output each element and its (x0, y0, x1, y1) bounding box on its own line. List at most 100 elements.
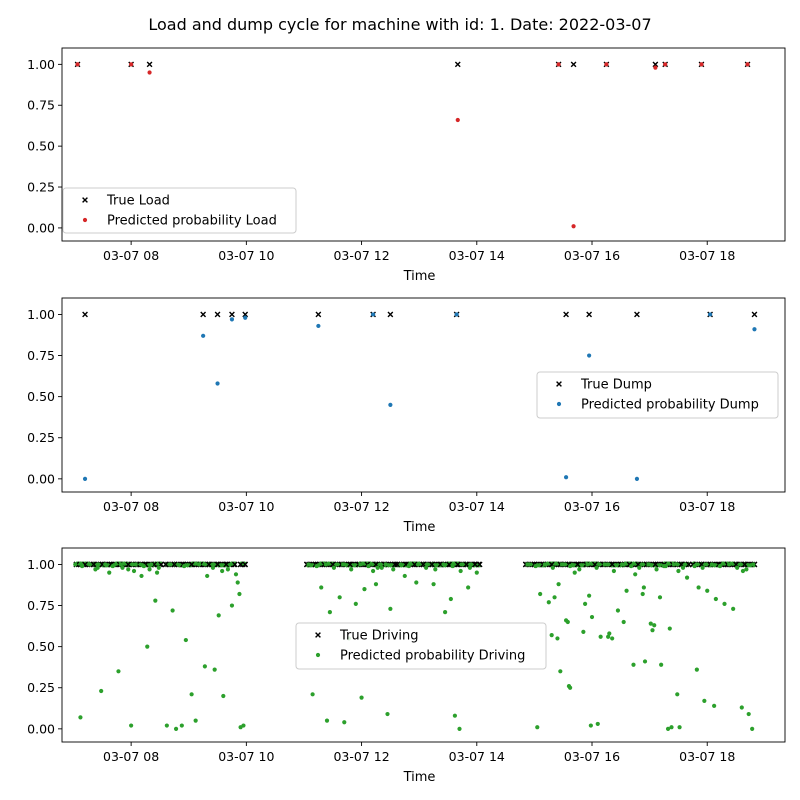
legend-box (536, 371, 779, 419)
predicted-probability-driving-point (349, 567, 354, 572)
true-driving-point (476, 561, 483, 568)
predicted-probability-driving-point (669, 725, 674, 730)
predicted-probability-driving-point (458, 568, 463, 574)
predicted-probability-dump-point (587, 353, 592, 358)
true-driving-point (574, 561, 581, 568)
predicted-probability-driving-point (680, 565, 686, 570)
predicted-probability-driving-point (133, 562, 138, 567)
predicted-probability-driving-point (179, 723, 184, 728)
predicted-probability-dump-point (388, 402, 393, 407)
legend-marker (315, 652, 321, 658)
predicted-probability-driving-point (358, 562, 363, 567)
predicted-probability-driving-point (131, 568, 137, 574)
predicted-probability-driving-point (391, 567, 396, 572)
predicted-probability-driving-point (713, 596, 718, 602)
true-dump-point (214, 311, 221, 318)
true-driving-point (206, 561, 212, 568)
plot-area (74, 61, 751, 229)
true-dump-point (82, 311, 88, 318)
predicted-probability-driving-point (156, 565, 161, 570)
predicted-probability-driving-point (700, 565, 705, 570)
predicted-probability-driving-point (582, 601, 588, 606)
x-tick-label: 03-07 14 (449, 749, 505, 764)
predicted-probability-driving-point (652, 623, 657, 628)
predicted-probability-driving-point (99, 688, 104, 694)
legend-marker (82, 197, 88, 203)
predicted-probability-driving-point (107, 570, 112, 575)
predicted-probability-driving-point (388, 606, 393, 611)
predicted-probability-driving-point (398, 562, 403, 567)
predicted-probability-dump-point (316, 323, 321, 329)
y-tick-label: 0.25 (27, 180, 55, 195)
predicted-probability-dump-point (752, 327, 757, 332)
predicted-probability-driving-point (740, 568, 746, 574)
x-tick-label: 03-07 18 (679, 248, 735, 263)
predicted-probability-driving-point (595, 721, 600, 727)
x-axis-label: Time (403, 770, 436, 785)
predicted-probability-driving-point (118, 562, 123, 567)
legend-marker (556, 381, 562, 387)
predicted-probability-driving-point (375, 565, 380, 570)
predicted-probability-driving-point (116, 669, 121, 674)
predicted-probability-driving-point (611, 568, 616, 574)
y-tick-label: 0.50 (27, 389, 55, 404)
predicted-probability-driving-point (154, 570, 160, 575)
legend: True Driving Predicted probability Drivin… (295, 622, 547, 670)
plot-area (73, 561, 758, 731)
legend: True Dump Predicted probability Dump (536, 371, 779, 419)
predicted-probability-driving-point (546, 600, 551, 605)
true-driving-point (162, 561, 169, 568)
predicted-probability-driving-point (751, 562, 756, 567)
predicted-probability-driving-point (610, 636, 615, 641)
true-dump-point (229, 311, 235, 318)
predicted-probability-driving-point (415, 562, 421, 567)
predicted-probability-driving-point (676, 568, 681, 574)
predicted-probability-driving-point (538, 591, 543, 597)
predicted-probability-driving-point (448, 596, 453, 602)
predicted-probability-driving-point (221, 693, 226, 699)
predicted-probability-driving-point (423, 565, 429, 570)
predicted-probability-dump-point (82, 476, 88, 481)
predicted-probability-driving-point (197, 562, 202, 567)
y-tick-label: 0.75 (27, 98, 55, 113)
predicted-probability-driving-point (414, 580, 419, 585)
predicted-probability-driving-point (692, 563, 697, 569)
predicted-probability-driving-point (212, 667, 217, 672)
predicted-probability-driving-point (120, 565, 125, 570)
predicted-probability-driving-point (103, 562, 108, 567)
predicted-probability-driving-point (225, 567, 231, 572)
true-driving-point (237, 561, 244, 568)
legend-label: Predicted probability Load (107, 214, 277, 229)
predicted-probability-driving-point (577, 567, 582, 572)
predicted-probability-driving-point (443, 610, 448, 615)
predicted-probability-driving-point (337, 595, 342, 600)
figure-title: Load and dump cycle for machine with id:… (148, 15, 651, 34)
predicted-probability-driving-point (677, 725, 682, 730)
predicted-probability-driving-point (87, 562, 92, 567)
predicted-probability-dump-point (563, 475, 569, 480)
x-tick-label: 03-07 10 (218, 749, 274, 764)
predicted-probability-driving-point (237, 591, 242, 597)
predicted-probability-driving-point (657, 595, 663, 600)
predicted-probability-driving-point (383, 562, 388, 567)
predicted-probability-driving-point (441, 562, 446, 567)
true-dump-point (242, 311, 249, 318)
predicted-probability-driving-point (310, 692, 315, 697)
plot-area (82, 311, 758, 481)
predicted-probability-driving-point (533, 563, 538, 569)
y-tick-label: 1.00 (27, 57, 55, 72)
predicted-probability-driving-point (362, 587, 367, 592)
predicted-probability-driving-point (650, 628, 655, 633)
predicted-probability-dump-point (229, 317, 235, 322)
y-tick-label: 0.25 (27, 430, 55, 445)
predicted-probability-driving-point (558, 669, 563, 674)
predicted-probability-driving-point (164, 723, 169, 728)
predicted-probability-load-point (147, 70, 152, 75)
predicted-probability-driving-point (659, 662, 664, 667)
predicted-probability-driving-point (139, 573, 144, 579)
true-driving-point (394, 561, 401, 568)
predicted-probability-driving-point (615, 608, 621, 613)
x-tick-label: 03-07 10 (218, 499, 274, 514)
true-load-point (652, 61, 659, 68)
predicted-probability-driving-point (581, 629, 586, 634)
